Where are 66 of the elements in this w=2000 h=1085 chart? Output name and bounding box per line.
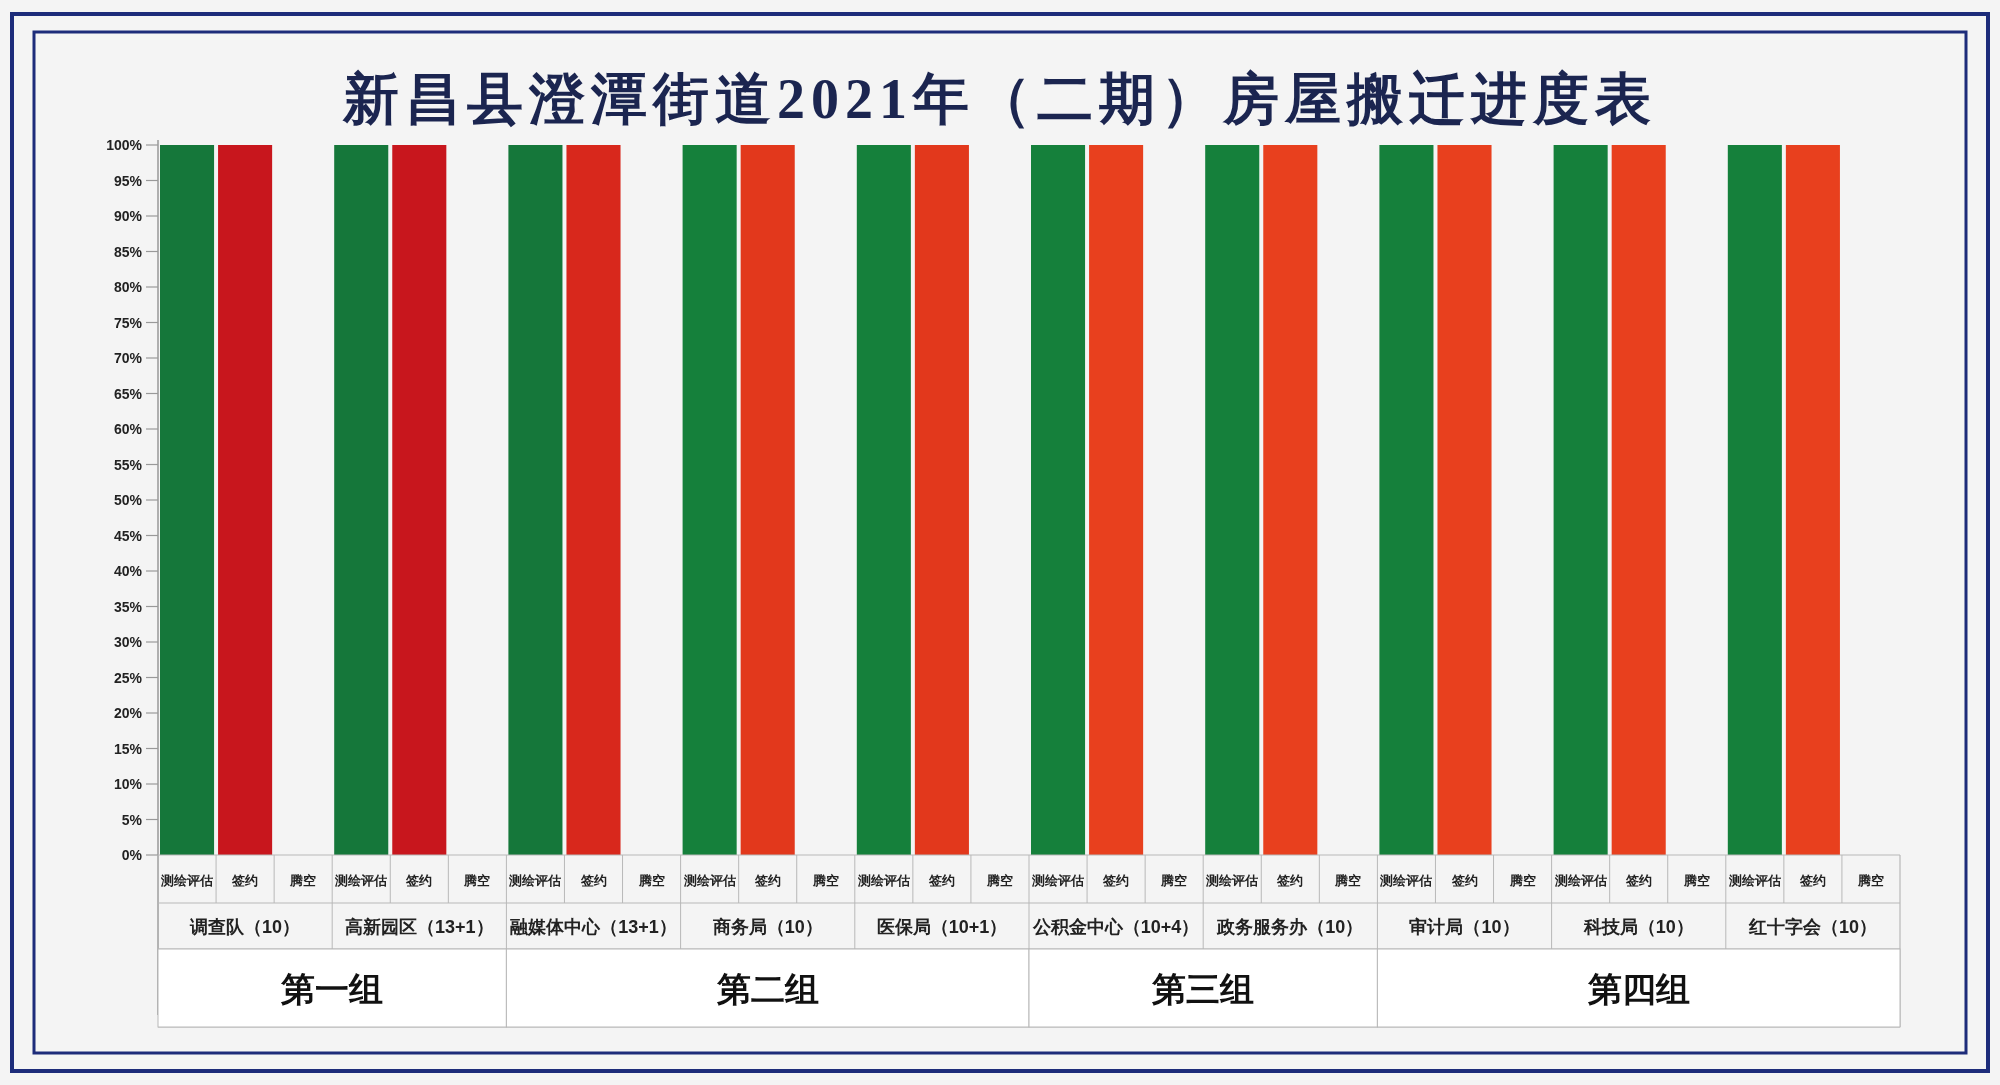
- text: 第二组: [715, 970, 819, 1008]
- x-tick-label: 高新园区（13+1）: [345, 917, 494, 937]
- y-tick-label: 30%: [113, 634, 143, 650]
- text: 第三组: [1151, 970, 1255, 1008]
- text: 测绘评估: [683, 874, 736, 888]
- text: 腾空: [638, 874, 665, 888]
- y-tick-label: 90%: [113, 208, 143, 224]
- series-label: 签约: [231, 874, 259, 888]
- text: 腾空: [1683, 874, 1710, 888]
- x-tick-label: 公积金中心（10+4）: [1031, 917, 1200, 937]
- y-tick-label: 35%: [113, 598, 143, 615]
- text: 签约: [1103, 874, 1130, 888]
- x-tick-label: 审计局（10）: [1409, 917, 1520, 937]
- y-tick-label: 40%: [113, 563, 143, 579]
- y-tick-label: 80%: [113, 279, 143, 295]
- series-label: 测绘评估: [160, 874, 214, 888]
- x-tick-label: 医保局（10+1）: [876, 917, 1008, 937]
- text: 腾空: [289, 873, 317, 888]
- text: 签约: [928, 874, 955, 888]
- y-tick-label: 0%: [121, 847, 143, 863]
- x-tick-label: 政务服务办（10）: [1216, 917, 1364, 937]
- chart-title: 新昌县澄潭街道2021年（二期）房屋搬迁进度表: [342, 68, 1657, 130]
- text: 腾空: [1857, 874, 1884, 888]
- x-tick-label: 商务局（10）: [711, 917, 823, 937]
- y-tick-label: 50%: [113, 492, 143, 508]
- text: 签约: [1451, 874, 1478, 888]
- y-tick-label: 5%: [121, 811, 143, 828]
- y-tick-label: 95%: [113, 172, 143, 189]
- y-tick-label: 75%: [113, 314, 143, 331]
- y-tick-label: 20%: [113, 705, 143, 721]
- text: 签约: [406, 874, 433, 888]
- text: 腾空: [1161, 874, 1188, 888]
- text: 第一组: [280, 970, 384, 1008]
- text: 第四组: [1586, 970, 1690, 1008]
- text: 测绘评估: [509, 874, 562, 888]
- text: 测绘评估: [1206, 874, 1259, 888]
- y-tick-label: 55%: [113, 456, 143, 473]
- text: 测绘评估: [1728, 874, 1781, 888]
- x-tick-label: 调查队（10）: [189, 917, 301, 937]
- y-tick-label: 85%: [113, 243, 143, 260]
- text: 签约: [754, 874, 781, 888]
- text: 腾空: [464, 874, 491, 888]
- x-tick-label: 科技局（10）: [1582, 917, 1694, 937]
- y-tick-label: 60%: [113, 421, 143, 437]
- text: 签约: [1799, 874, 1826, 888]
- text: 测绘评估: [1032, 874, 1085, 888]
- text: 腾空: [1335, 874, 1362, 888]
- text: 签约: [580, 874, 607, 888]
- text: 签约: [1277, 874, 1304, 888]
- text: 腾空: [812, 874, 839, 888]
- y-tick-label: 25%: [113, 669, 143, 686]
- text: 腾空: [986, 874, 1013, 888]
- text: 腾空: [1509, 874, 1536, 888]
- text: 测绘评估: [335, 874, 388, 888]
- text: 签约: [1625, 874, 1652, 888]
- y-tick-label: 65%: [113, 385, 143, 402]
- x-tick-label: 融媒体中心（13+1）: [510, 917, 677, 937]
- text: 测绘评估: [1554, 874, 1607, 888]
- y-tick-label: 70%: [113, 350, 143, 366]
- text: 测绘评估: [857, 874, 910, 888]
- y-tick-label: 100%: [106, 137, 143, 153]
- y-tick-label: 10%: [113, 776, 143, 792]
- y-tick-label: 45%: [113, 527, 143, 544]
- y-tick-label: 15%: [113, 740, 143, 757]
- x-tick-label: 红十字会（10）: [1747, 917, 1877, 937]
- text: 测绘评估: [1380, 874, 1433, 888]
